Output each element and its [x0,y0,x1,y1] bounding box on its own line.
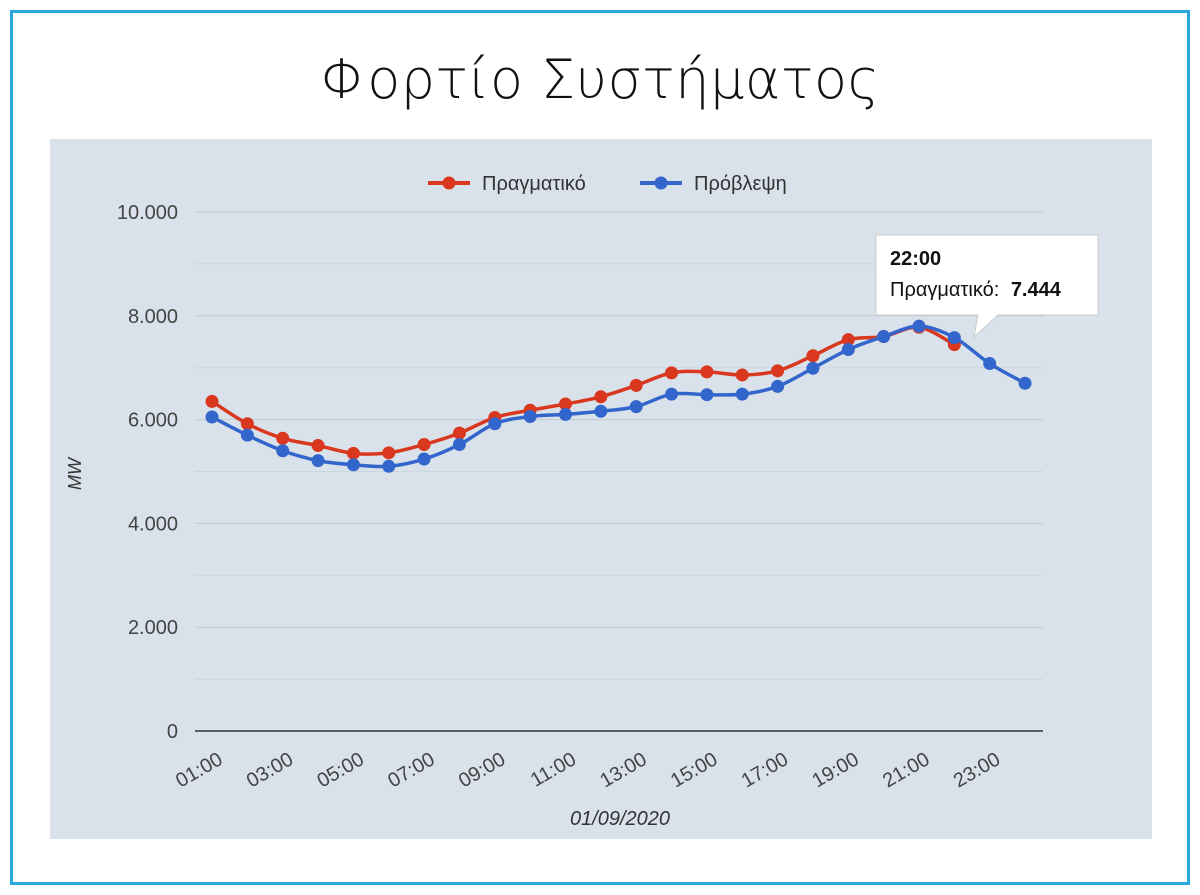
data-point-forecast[interactable] [488,417,502,431]
data-point-forecast[interactable] [346,458,360,472]
data-point-forecast[interactable] [806,361,820,375]
data-point-actual[interactable] [771,364,785,378]
data-point-actual[interactable] [665,366,679,380]
data-point-actual[interactable] [276,431,290,445]
y-tick-label: 4.000 [128,513,178,535]
data-point-forecast[interactable] [382,459,396,473]
x-tick-label: 11:00 [527,748,580,791]
page-title: Φορτίο Συστήματος [320,48,880,111]
legend-item-actual[interactable]: Πραγματικό [428,173,586,195]
data-point-forecast[interactable] [276,444,290,458]
x-tick-label: 01:00 [172,748,226,792]
tooltip: 22:00 Πραγματικό: 7.444 [875,234,1099,339]
chart-area: 0 2.000 4.000 6.000 8.000 10.000 01:00 03:00 05… [50,139,1152,839]
data-point-forecast[interactable] [912,319,926,333]
data-point-forecast[interactable] [452,438,466,452]
data-point-forecast[interactable] [240,428,254,442]
data-point-forecast[interactable] [665,387,679,401]
data-point-forecast[interactable] [841,343,855,357]
y-tick-label: 2.000 [128,617,178,639]
x-tick-label: 09:00 [455,748,509,792]
tooltip-body: Πραγματικό: 7.444 [890,279,1062,301]
data-point-actual[interactable] [417,438,431,452]
data-point-actual[interactable] [700,365,714,379]
series-line-actual[interactable] [211,325,956,456]
data-point-forecast[interactable] [629,400,643,414]
y-axis-title: MW [65,456,85,490]
data-point-actual[interactable] [382,446,396,460]
y-tick-label: 8.000 [128,306,178,328]
data-point-actual[interactable] [594,390,608,404]
legend-item-forecast[interactable]: Πρόβλεψη [640,173,787,195]
data-point-actual[interactable] [452,426,466,440]
data-point-forecast[interactable] [771,379,785,393]
data-point-actual[interactable] [559,397,572,411]
x-tick-label: 15:00 [667,748,721,792]
x-tick-label: 17:00 [738,748,792,792]
x-tick-label: 05:00 [314,748,368,792]
tooltip-series-label: Πραγματικό: [890,279,999,301]
data-point-forecast[interactable] [947,331,961,345]
data-point-forecast[interactable] [983,357,997,371]
data-point-forecast[interactable] [700,388,714,402]
line-chart[interactable]: 0 2.000 4.000 6.000 8.000 10.000 01:00 03:00 05… [50,139,1152,839]
data-point-actual[interactable] [240,417,254,431]
data-point-actual[interactable] [735,368,749,382]
data-point-forecast[interactable] [417,452,431,466]
x-tick-label: 21:00 [879,748,933,792]
data-point-forecast[interactable] [523,409,537,423]
data-point-actual[interactable] [346,446,360,460]
x-tick-label: 07:00 [384,748,438,792]
data-point-actual[interactable] [806,349,820,363]
series-line-forecast[interactable] [211,324,1026,469]
x-tick-label: 19:00 [808,748,862,792]
data-point-forecast[interactable] [594,404,608,418]
data-point-actual[interactable] [311,439,325,453]
x-tick-label: 13:00 [596,748,650,792]
data-point-forecast[interactable] [735,387,749,401]
tooltip-title: 22:00 [890,248,941,270]
data-point-forecast[interactable] [559,407,572,421]
data-point-actual[interactable] [629,378,643,392]
x-tick-label: 03:00 [243,748,297,792]
data-point-forecast[interactable] [1018,376,1032,390]
data-point-forecast[interactable] [311,454,325,468]
y-tick-label: 6.000 [128,410,178,432]
x-tick-label: 23:00 [950,748,1004,792]
data-point-forecast[interactable] [877,330,891,344]
x-axis-title: 01/09/2020 [570,808,670,830]
y-tick-label: 10.000 [117,202,178,224]
legend-label-actual: Πραγματικό [482,173,586,195]
tooltip-value: 7.444 [1011,279,1062,301]
y-tick-label: 0 [167,721,178,743]
data-point-actual[interactable] [205,394,219,408]
data-point-actual[interactable] [841,333,855,347]
data-point-forecast[interactable] [205,410,219,424]
legend-label-forecast: Πρόβλεψη [694,173,787,195]
